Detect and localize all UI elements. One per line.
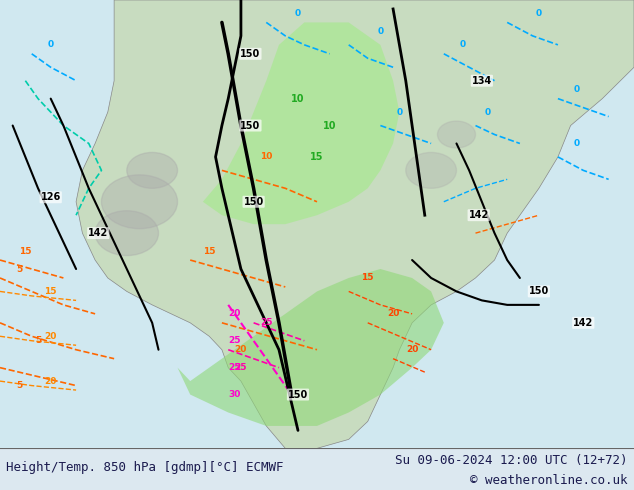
Text: 20: 20 [406, 345, 418, 354]
Text: 0: 0 [536, 9, 542, 18]
Polygon shape [178, 269, 444, 426]
Text: 150: 150 [529, 287, 549, 296]
Text: 0: 0 [48, 40, 54, 49]
Text: 15: 15 [310, 152, 324, 162]
Circle shape [406, 152, 456, 188]
Text: 150: 150 [240, 121, 261, 130]
Text: 150: 150 [243, 197, 264, 207]
Text: 20: 20 [44, 377, 57, 386]
Text: 25: 25 [228, 336, 241, 345]
Text: 10: 10 [323, 121, 337, 130]
Text: 126: 126 [41, 192, 61, 202]
Text: 20: 20 [228, 309, 241, 318]
Text: 15: 15 [203, 246, 216, 256]
Text: 142: 142 [573, 318, 593, 328]
Text: 5: 5 [16, 381, 22, 390]
Text: 0: 0 [574, 85, 580, 94]
Polygon shape [203, 23, 399, 224]
Text: 0: 0 [295, 9, 301, 18]
Text: 15: 15 [361, 273, 374, 282]
Polygon shape [76, 0, 634, 448]
Text: 15: 15 [19, 246, 32, 256]
Text: 5: 5 [35, 336, 41, 345]
Text: 15: 15 [44, 287, 57, 296]
Circle shape [101, 175, 178, 229]
Text: © weatheronline.co.uk: © weatheronline.co.uk [470, 474, 628, 488]
Text: 25: 25 [235, 363, 247, 372]
Text: 20: 20 [387, 309, 399, 318]
Text: 0: 0 [460, 40, 466, 49]
Text: 0: 0 [396, 108, 403, 117]
Circle shape [127, 152, 178, 188]
Text: 0: 0 [377, 27, 384, 36]
Text: 30: 30 [228, 390, 241, 399]
Text: 0: 0 [574, 139, 580, 148]
Text: 5: 5 [16, 265, 22, 273]
Text: 10: 10 [291, 94, 305, 104]
Text: Su 09-06-2024 12:00 UTC (12+72): Su 09-06-2024 12:00 UTC (12+72) [395, 454, 628, 466]
Circle shape [95, 211, 158, 256]
Text: Height/Temp. 850 hPa [gdmp][°C] ECMWF: Height/Temp. 850 hPa [gdmp][°C] ECMWF [6, 461, 284, 474]
Text: 142: 142 [88, 228, 108, 238]
Circle shape [437, 121, 476, 148]
Text: 25: 25 [260, 318, 273, 327]
Text: 25: 25 [228, 363, 241, 372]
Text: 142: 142 [469, 210, 489, 220]
Text: 134: 134 [472, 75, 492, 86]
Text: 150: 150 [240, 49, 261, 59]
Text: 20: 20 [44, 332, 57, 341]
Text: 10: 10 [260, 152, 273, 161]
Text: 150: 150 [288, 390, 308, 399]
Text: 20: 20 [235, 345, 247, 354]
Text: 0: 0 [485, 108, 491, 117]
